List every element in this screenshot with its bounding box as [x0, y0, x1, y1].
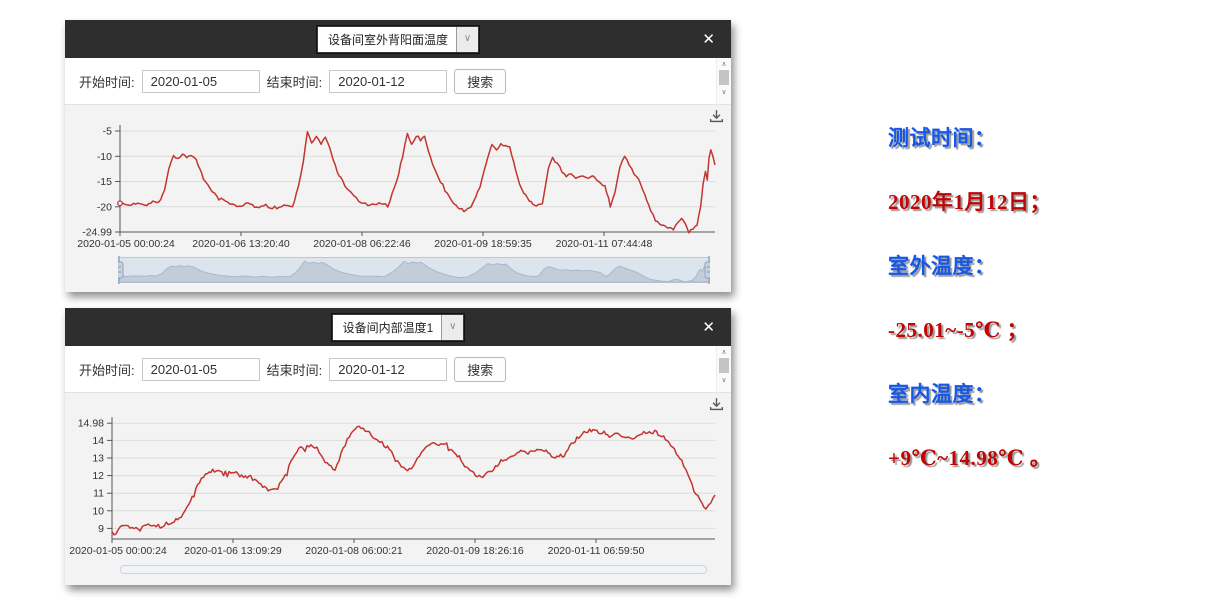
close-button[interactable]: ✕ — [702, 31, 715, 48]
scroll-down-icon[interactable]: ∨ — [721, 88, 727, 96]
datazoom-slider-chart[interactable] — [114, 255, 714, 285]
download-icon[interactable] — [708, 396, 725, 413]
svg-text:14.98: 14.98 — [78, 418, 104, 430]
chart-area-indoor: 14.98 14 13 12 11 10 9 2020-01-05 00:00:24 2020-… — [65, 393, 731, 560]
scroll-up-icon[interactable]: ∧ — [721, 60, 727, 68]
end-date-input[interactable] — [329, 357, 448, 381]
end-date-input[interactable] — [329, 69, 448, 93]
panel-indoor-temperature: 设备间内部温度1 ∨ ✕ 开始时间: 结束时间: 搜索 ∧ ∨ 14.98141… — [65, 308, 731, 585]
note-indoor-temp-value: +9℃~14.98℃ 。 — [888, 446, 1052, 470]
temperature-line-chart[interactable]: 14.98 14 13 12 11 10 9 2020-01-05 00:00:24 2020-… — [65, 393, 731, 560]
vertical-scrollbar[interactable]: ∧ ∨ — [716, 58, 731, 104]
chart-area-outdoor: -5 -10 -15 -20 -24.99 2020-01-05 00:00:24 2020… — [65, 105, 731, 253]
note-indoor-temp-label: 室内温度： — [888, 382, 996, 406]
sensor-select-value: 设备间室外背阳面温度 — [327, 32, 448, 47]
svg-text:13: 13 — [92, 453, 104, 465]
svg-text:-24.99: -24.99 — [82, 227, 112, 239]
annotation-notes: 测试时间： 2020年1月12日； 室外温度： -25.01~-5℃ ； 室内温… — [888, 122, 1188, 506]
svg-text:2020-01-11 06:59:50: 2020-01-11 06:59:50 — [548, 545, 645, 557]
svg-text:2020-01-08 06:00:21: 2020-01-08 06:00:21 — [305, 545, 403, 557]
start-date-input[interactable] — [141, 69, 260, 93]
end-time-label: 结束时间: — [266, 362, 323, 378]
date-filter-toolbar: 开始时间: 结束时间: 搜索 ∧ ∨ — [65, 346, 731, 393]
svg-text:-5: -5 — [103, 126, 112, 138]
search-button[interactable]: 搜索 — [454, 356, 507, 382]
panel-outdoor-temperature: 设备间室外背阳面温度 ∨ ✕ 开始时间: 结束时间: 搜索 ∧ ∨ -5-10-… — [65, 20, 731, 292]
svg-text:-15: -15 — [97, 176, 112, 188]
vertical-scrollbar[interactable]: ∧ ∨ — [716, 346, 731, 392]
panel-header: 设备间室外背阳面温度 ∨ ✕ — [65, 20, 731, 58]
datazoom-slider-collapsed[interactable] — [120, 565, 707, 574]
download-icon[interactable] — [708, 108, 725, 125]
svg-text:-10: -10 — [97, 151, 112, 163]
svg-text:2020-01-06 13:20:40: 2020-01-06 13:20:40 — [192, 238, 290, 250]
sensor-select[interactable]: 设备间室外背阳面温度 ∨ — [316, 25, 479, 53]
svg-text:2020-01-05 00:00:24: 2020-01-05 00:00:24 — [69, 545, 167, 557]
note-outdoor-temp-label: 室外温度： — [888, 254, 996, 278]
sensor-select[interactable]: 设备间内部温度1 ∨ — [331, 313, 465, 341]
note-test-time-label: 测试时间： — [888, 126, 996, 150]
svg-text:-20: -20 — [97, 201, 112, 213]
svg-text:2020-01-08 06:22:46: 2020-01-08 06:22:46 — [313, 238, 411, 250]
search-button[interactable]: 搜索 — [454, 68, 507, 94]
svg-text:14: 14 — [92, 435, 104, 447]
close-button[interactable]: ✕ — [702, 319, 715, 336]
start-date-input[interactable] — [141, 357, 260, 381]
end-time-label: 结束时间: — [266, 74, 323, 90]
svg-text:2020-01-06 13:09:29: 2020-01-06 13:09:29 — [184, 545, 282, 557]
date-filter-toolbar: 开始时间: 结束时间: 搜索 ∧ ∨ — [65, 58, 731, 105]
svg-text:2020-01-09 18:26:16: 2020-01-09 18:26:16 — [426, 545, 524, 557]
note-outdoor-temp-value: -25.01~-5℃ ； — [888, 318, 1029, 342]
chevron-down-icon: ∨ — [456, 26, 478, 52]
scroll-up-icon[interactable]: ∧ — [721, 348, 727, 356]
note-test-time-value: 2020年1月12日； — [888, 190, 1051, 214]
datazoom-slider[interactable] — [114, 255, 714, 285]
scroll-down-icon[interactable]: ∨ — [721, 376, 727, 384]
panel-header: 设备间内部温度1 ∨ ✕ — [65, 308, 731, 346]
scrollbar-thumb[interactable] — [719, 358, 729, 373]
svg-text:12: 12 — [92, 470, 104, 482]
svg-text:2020-01-11 07:44:48: 2020-01-11 07:44:48 — [556, 238, 653, 250]
svg-text:2020-01-09 18:59:35: 2020-01-09 18:59:35 — [434, 238, 532, 250]
chevron-down-icon: ∨ — [441, 314, 464, 340]
scrollbar-thumb[interactable] — [719, 70, 729, 85]
start-time-label: 开始时间: — [79, 362, 135, 378]
svg-text:9: 9 — [98, 523, 104, 535]
start-time-label: 开始时间: — [79, 74, 135, 90]
svg-text:2020-01-05 00:00:24: 2020-01-05 00:00:24 — [77, 238, 175, 250]
svg-text:10: 10 — [92, 505, 104, 517]
sensor-select-value: 设备间内部温度1 — [342, 320, 434, 335]
svg-text:11: 11 — [93, 488, 104, 500]
